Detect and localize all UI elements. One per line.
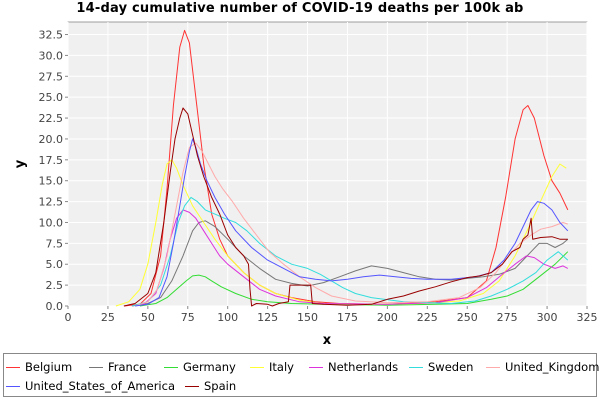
y-axis-label: y xyxy=(13,159,28,168)
legend-swatch xyxy=(486,366,500,368)
x-tick-label: 25 xyxy=(101,311,115,324)
legend-item-italy: Italy xyxy=(250,359,294,375)
y-tick-label: 20.0 xyxy=(39,133,64,146)
y-tick-label: 32.5 xyxy=(39,29,64,42)
legend-item-belgium: Belgium xyxy=(6,359,72,375)
legend-swatch xyxy=(89,366,103,368)
legend-item-spain: Spain xyxy=(185,378,236,394)
chart-canvas: 0 25 50 75 100 125 150 175 200 225 250 275 300 325 0.0… xyxy=(13,21,598,348)
series-lines xyxy=(115,29,569,307)
legend-item-france: France xyxy=(89,359,146,375)
y-tick-label: 10.0 xyxy=(39,216,64,229)
legend-swatch xyxy=(309,366,323,368)
axis-ticks: 0 25 50 75 100 125 150 175 200 225 250 275 300 325 0.0… xyxy=(39,29,598,324)
legend-item-germany: Germany xyxy=(164,359,236,375)
x-tick-label: 225 xyxy=(417,311,438,324)
legend-item-sweden: Sweden xyxy=(409,359,473,375)
x-tick-label: 50 xyxy=(141,311,155,324)
legend-label: Germany xyxy=(183,360,236,374)
plot-area xyxy=(67,21,588,307)
y-tick-label: 17.5 xyxy=(39,154,64,167)
legend-label: Netherlands xyxy=(328,360,399,374)
y-tick-label: 5.0 xyxy=(46,258,64,271)
y-tick-label: 22.5 xyxy=(39,112,64,125)
series-line-netherlands xyxy=(131,209,569,307)
series-line-france xyxy=(131,220,569,307)
legend: Belgium France Germany Italy Netherlands Swed… xyxy=(3,353,599,397)
y-tick-label: 0.0 xyxy=(46,300,64,313)
series-line-germany xyxy=(139,251,569,307)
y-tick-label: 30.0 xyxy=(39,49,64,62)
x-tick-label: 75 xyxy=(181,311,195,324)
x-tick-label: 200 xyxy=(377,311,398,324)
x-tick-label: 175 xyxy=(337,311,358,324)
legend-swatch xyxy=(6,385,20,387)
y-tick-label: 15.0 xyxy=(39,175,64,188)
chart-title: 14-day cumulative number of COVID-19 dea… xyxy=(76,1,524,16)
x-tick-label: 150 xyxy=(297,311,318,324)
legend-label: Italy xyxy=(269,360,294,374)
legend-swatch xyxy=(185,385,199,387)
y-tick-label: 2.5 xyxy=(46,279,64,292)
legend-label: France xyxy=(108,360,147,374)
x-tick-label: 0 xyxy=(65,311,72,324)
legend-swatch xyxy=(6,366,20,368)
legend-item-netherlands: Netherlands xyxy=(309,359,398,375)
x-tick-label: 275 xyxy=(497,311,518,324)
legend-item-united-kingdom: United_Kingdom xyxy=(486,359,599,375)
legend-swatch xyxy=(250,366,264,368)
x-tick-label: 250 xyxy=(457,311,478,324)
legend-label: United_States_of_America xyxy=(25,379,175,393)
series-line-spain xyxy=(123,107,568,307)
legend-label: United_Kingdom xyxy=(505,360,600,374)
legend-label: Spain xyxy=(204,379,237,393)
x-tick-label: 125 xyxy=(257,311,278,324)
series-line-sweden xyxy=(131,196,569,307)
x-axis-label: x xyxy=(323,333,332,348)
legend-label: Belgium xyxy=(25,360,73,374)
y-tick-label: 27.5 xyxy=(39,70,64,83)
legend-swatch xyxy=(409,366,423,368)
y-tick-label: 12.5 xyxy=(39,196,64,209)
legend-item-united-states-of-america: United_States_of_America xyxy=(6,378,175,394)
series-line-united-kingdom xyxy=(134,142,568,307)
y-tick-label: 7.5 xyxy=(46,237,64,250)
legend-label: Sweden xyxy=(428,360,474,374)
x-tick-label: 325 xyxy=(577,311,598,324)
series-line-italy xyxy=(115,159,567,307)
y-tick-label: 25.0 xyxy=(39,91,64,104)
legend-swatch xyxy=(164,366,178,368)
x-tick-label: 300 xyxy=(537,311,558,324)
series-line-united-states-of-america xyxy=(135,138,569,307)
x-tick-label: 100 xyxy=(217,311,238,324)
